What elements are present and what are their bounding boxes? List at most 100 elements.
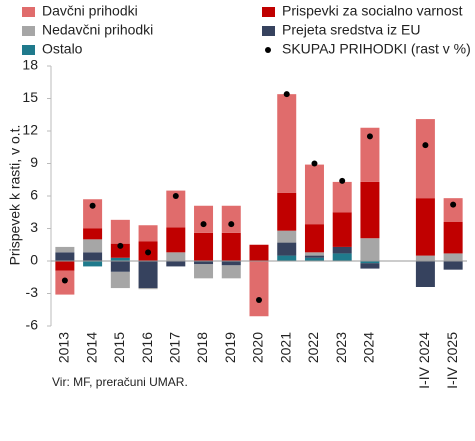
bar-segment — [332, 253, 352, 261]
y-tick-label: 6 — [30, 187, 38, 203]
x-tick-label: 2021 — [277, 332, 293, 363]
y-tick-label: -6 — [26, 317, 39, 333]
source-note: Vir: MF, preračuni UMAR. — [52, 375, 188, 389]
total-marker — [61, 277, 68, 284]
bar-segment — [277, 192, 297, 231]
bar-segment — [443, 198, 463, 222]
x-tick-label: 2017 — [167, 332, 183, 363]
bar-segment — [83, 261, 103, 267]
legend-marker — [265, 47, 271, 53]
legend-label: Davčni prihodki — [42, 3, 138, 19]
total-marker — [89, 202, 96, 209]
x-tick-label: 2024 — [361, 332, 377, 363]
bar-segment — [166, 227, 186, 253]
bar-segment — [110, 257, 130, 261]
bar-segment — [249, 244, 269, 261]
x-tick-label: 2014 — [83, 332, 99, 363]
bar-segment — [443, 253, 463, 261]
legend-swatch — [262, 26, 275, 36]
bar-segment — [83, 239, 103, 253]
bar-segment — [332, 212, 352, 247]
x-tick-label: 2020 — [250, 332, 266, 363]
bar-segment — [304, 164, 324, 225]
bar-segment — [166, 252, 186, 261]
total-marker — [311, 160, 318, 167]
bar-segment — [277, 242, 297, 256]
bar-segment — [415, 198, 435, 256]
bar-segment — [277, 94, 297, 193]
bar-segment — [443, 261, 463, 270]
legend-swatch — [22, 26, 35, 36]
bar-segment — [249, 261, 269, 317]
bar-segment — [415, 119, 435, 199]
y-tick-label: 12 — [22, 122, 38, 138]
bar-segment — [277, 230, 297, 243]
bar-segment — [194, 232, 214, 261]
bar-segment — [110, 261, 130, 272]
bar-segment — [138, 261, 158, 289]
bar-segment — [360, 127, 380, 182]
bar-segment — [194, 261, 214, 265]
bar-segment — [360, 181, 380, 239]
x-tick-label: 2016 — [139, 332, 155, 363]
x-tick-label: 2019 — [222, 332, 238, 363]
bar-segment — [194, 205, 214, 233]
bar-segment — [55, 246, 75, 253]
x-tick-label: I-IV 2024 — [416, 332, 432, 389]
bar-segment — [138, 288, 158, 290]
y-tick-label: 3 — [30, 219, 38, 235]
legend-swatch — [262, 7, 275, 17]
bar-segment — [83, 252, 103, 261]
legend-swatch — [22, 45, 35, 55]
bar-segment — [83, 199, 103, 229]
bar-segment — [138, 225, 158, 242]
total-marker — [283, 91, 290, 98]
bar-segment — [221, 232, 241, 261]
bar-segment — [304, 257, 324, 261]
legend-label: Ostalo — [42, 41, 83, 57]
bar-segment — [55, 252, 75, 261]
x-tick-label: 2022 — [305, 332, 321, 363]
bar-segment — [221, 261, 241, 266]
total-marker — [366, 133, 373, 140]
total-marker — [117, 242, 124, 249]
total-marker — [450, 201, 457, 208]
bar-segment — [304, 224, 324, 253]
x-tick-label: I-IV 2025 — [444, 332, 460, 389]
bar-segment — [304, 255, 324, 258]
total-marker — [200, 221, 207, 228]
y-axis-label: Prispevek k rasti, v o.t. — [7, 125, 23, 266]
bar-segment — [221, 265, 241, 279]
bar-segment — [332, 246, 352, 254]
y-tick-label: 0 — [30, 252, 38, 268]
x-tick-label: 2023 — [333, 332, 349, 363]
legend-label: SKUPAJ PRIHODKI (rast v %) — [282, 41, 471, 57]
total-marker — [422, 142, 429, 149]
x-tick-label: 2018 — [194, 332, 210, 363]
bar-segment — [304, 252, 324, 256]
y-tick-label: -3 — [26, 284, 39, 300]
legend-label: Nedavčni prihodki — [42, 22, 153, 38]
bar-segment — [110, 219, 130, 244]
y-tick-label: 9 — [30, 154, 38, 170]
bar-segment — [332, 181, 352, 213]
total-marker — [145, 249, 152, 256]
total-marker — [172, 193, 179, 199]
bar-segment — [83, 228, 103, 240]
total-marker — [228, 221, 235, 228]
bar-segment — [55, 261, 75, 271]
bar-segment — [360, 263, 380, 269]
y-tick-label: 15 — [22, 89, 38, 105]
bar-segment — [110, 271, 130, 289]
total-marker — [339, 177, 346, 184]
bar-segment — [166, 190, 186, 228]
total-marker — [256, 297, 262, 303]
legend-label: Prispevki za socialno varnost — [282, 3, 463, 19]
y-tick-label: 18 — [22, 57, 38, 73]
bar-segment — [443, 222, 463, 254]
x-tick-label: 2013 — [56, 332, 72, 363]
bar-segment — [277, 255, 297, 261]
bar-segment — [221, 205, 241, 233]
legend-label: Prejeta sredstva iz EU — [282, 22, 421, 38]
